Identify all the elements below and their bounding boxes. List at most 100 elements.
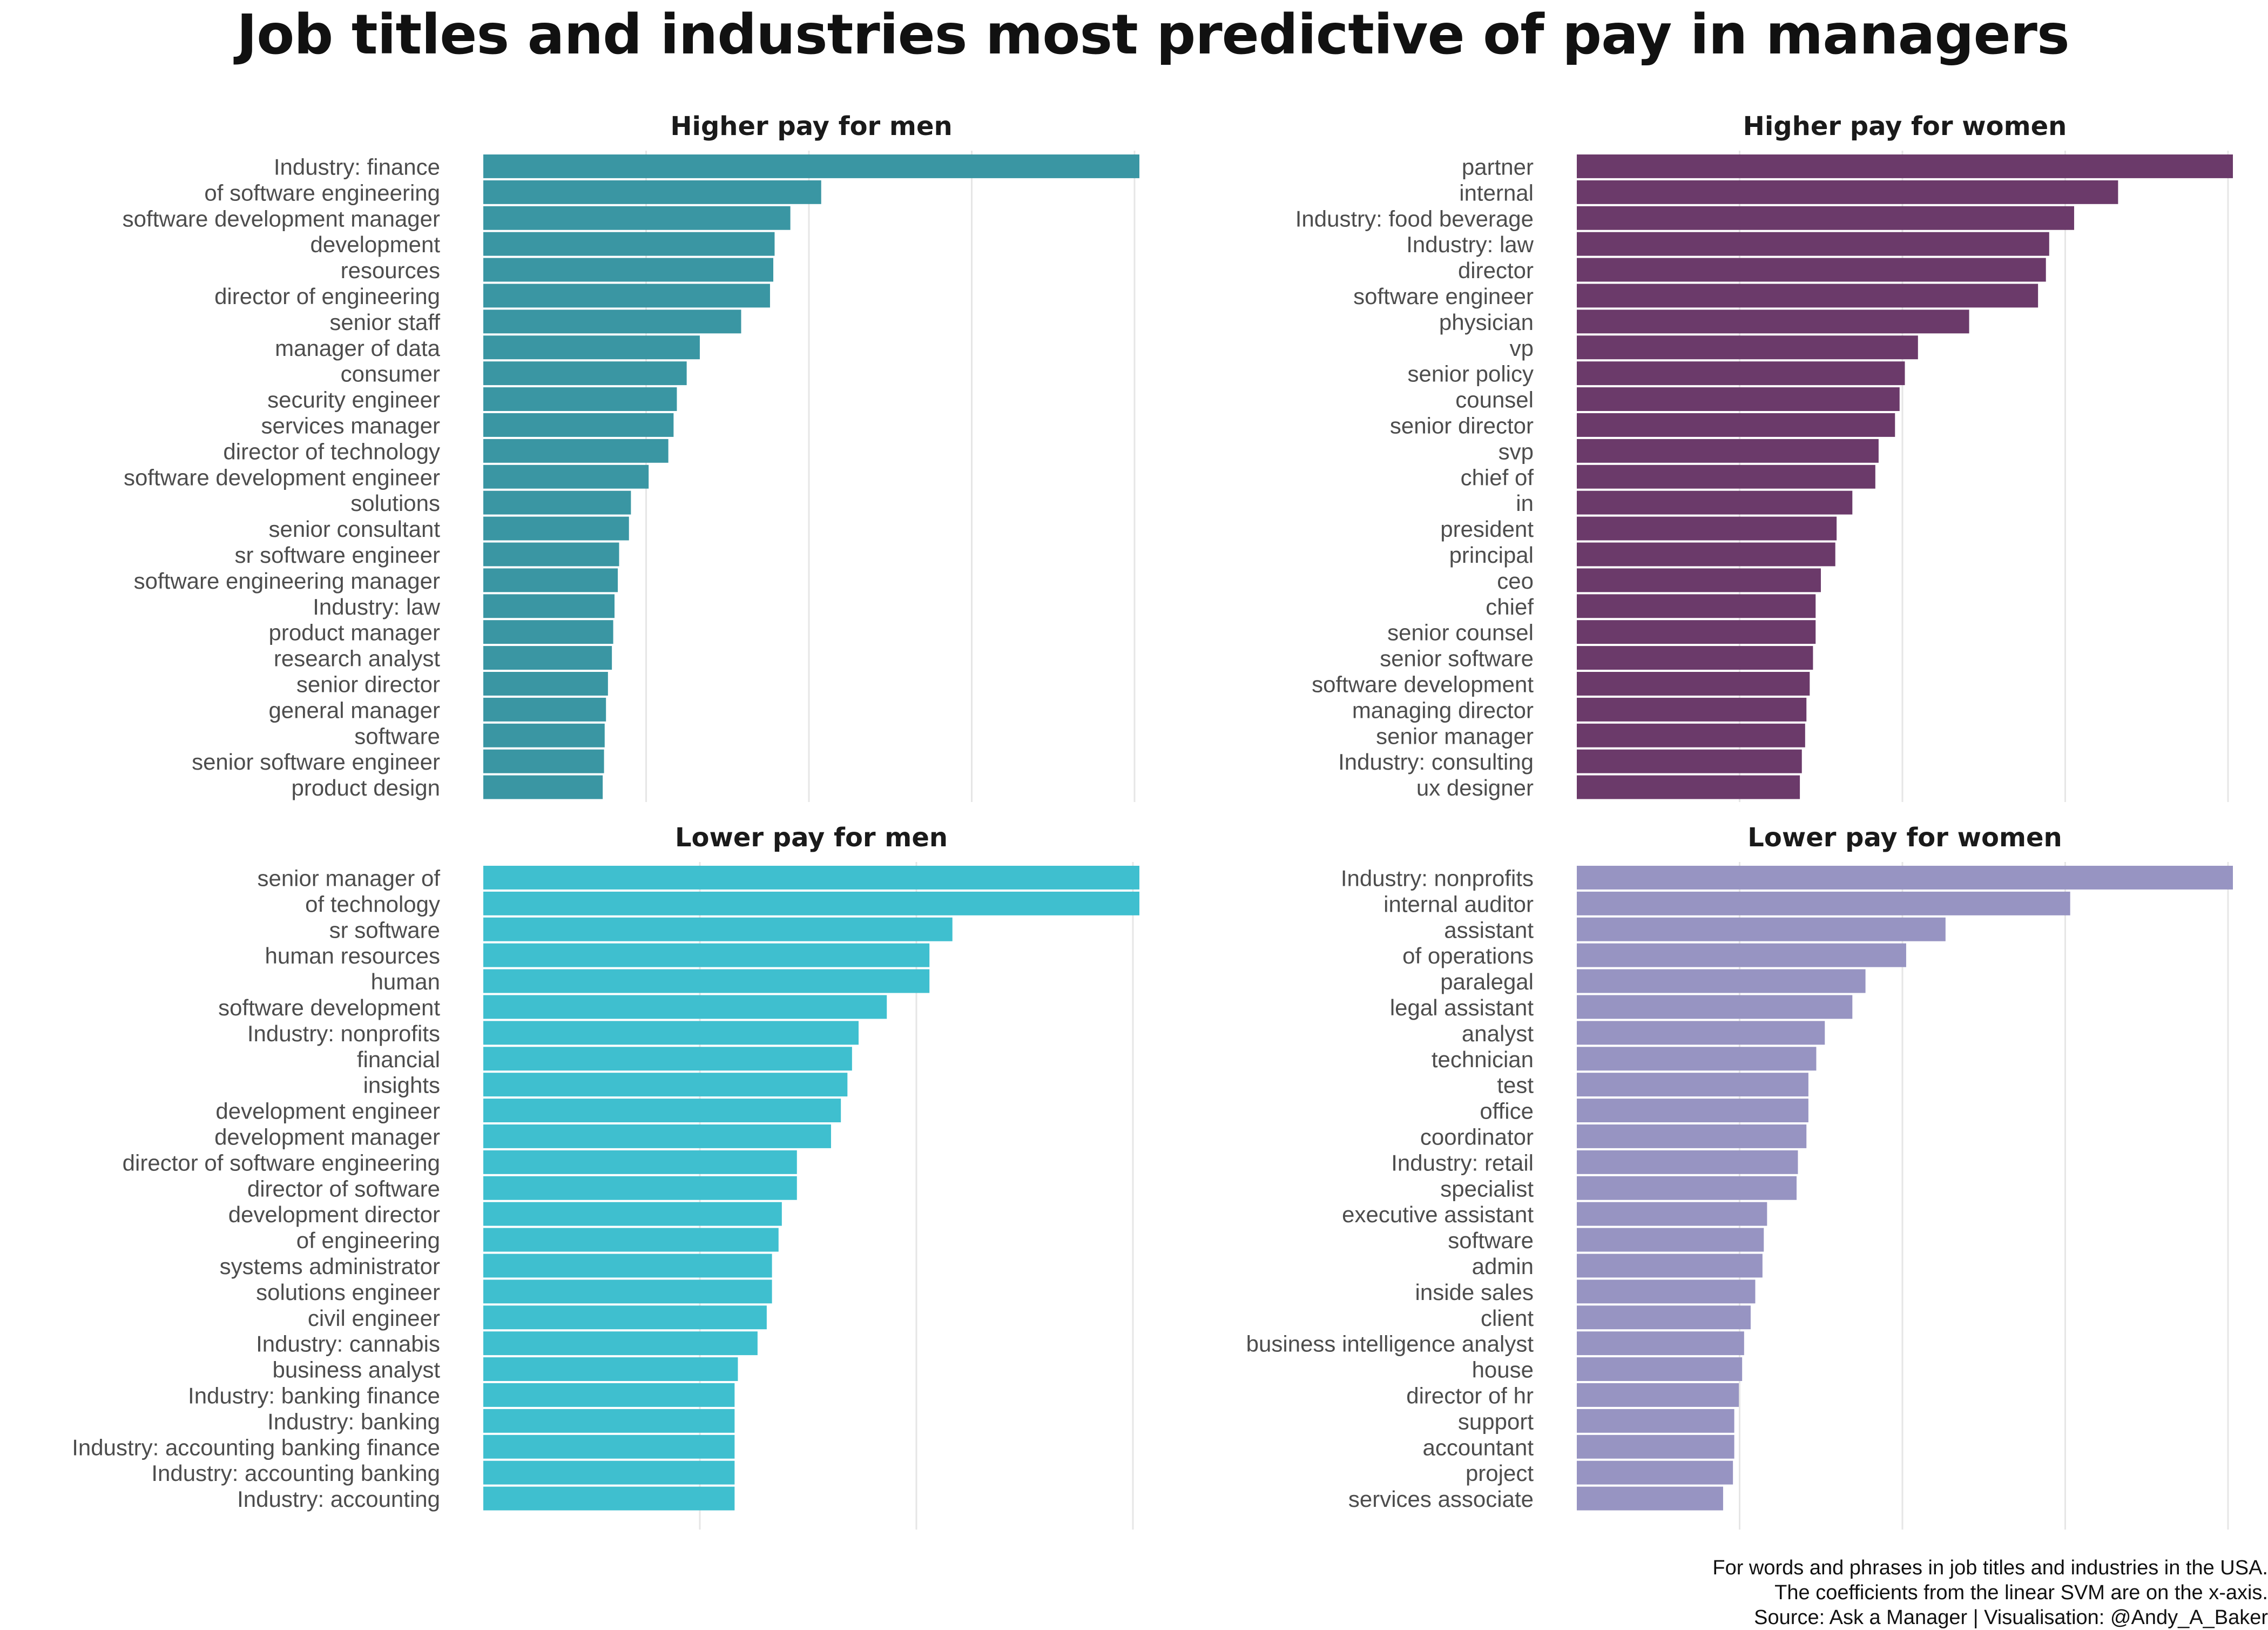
category-label: svp (1498, 439, 1534, 464)
category-label: software development (218, 995, 440, 1020)
category-label: director of technology (223, 439, 440, 464)
bar-of-operations (1577, 943, 1906, 967)
category-label: legal assistant (1390, 995, 1534, 1020)
bar-business-intelligence-analyst (1577, 1331, 1744, 1356)
bar-product-design (483, 775, 603, 799)
bar-development (483, 232, 775, 256)
bar-development-manager (483, 1124, 831, 1148)
bar-coordinator (1577, 1124, 1807, 1148)
category-label: of engineering (296, 1228, 440, 1253)
bar-industry-law (1577, 232, 2049, 256)
bar-senior-manager (1577, 723, 1805, 747)
bar-vp (1577, 335, 1918, 360)
bar-senior-staff (483, 309, 741, 334)
caption-line: For words and phrases in job titles and … (1712, 1557, 2268, 1579)
bar-solutions-engineer (483, 1279, 772, 1304)
category-label: senior staff (329, 309, 440, 335)
bar-software-development (483, 995, 887, 1019)
bar-president (1577, 516, 1837, 541)
panel-title: Lower pay for men (675, 823, 948, 853)
category-label: software (354, 723, 440, 749)
bar-ux-designer (1577, 775, 1800, 799)
category-label: Industry: law (313, 594, 440, 619)
bar-project (1577, 1460, 1733, 1485)
bar-sr-software-engineer (483, 542, 619, 567)
bar-software (483, 723, 605, 747)
category-label: Industry: accounting (237, 1486, 440, 1512)
category-label: Industry: food beverage (1295, 206, 1534, 231)
category-label: admin (1472, 1254, 1534, 1279)
category-label: project (1466, 1460, 1534, 1486)
category-label: president (1440, 516, 1534, 542)
category-label: coordinator (1420, 1124, 1534, 1149)
bar-of-software-engineering (483, 180, 821, 204)
category-label: partner (1462, 154, 1534, 179)
category-label: human resources (265, 943, 441, 968)
category-label: Industry: law (1406, 232, 1534, 257)
category-label: consumer (341, 361, 440, 387)
category-label: Industry: accounting banking finance (72, 1434, 440, 1460)
bar-security-engineer (483, 387, 677, 411)
bar-software-engineer (1577, 284, 2039, 308)
bar-general-manager (483, 697, 606, 722)
category-label: senior policy (1408, 361, 1534, 387)
bar-business-analyst (483, 1357, 738, 1381)
category-label: senior director (296, 671, 440, 697)
bar-industry-law (483, 594, 615, 618)
bar-director-of-software (483, 1176, 797, 1200)
bar-office (1577, 1099, 1808, 1122)
category-label: senior director (1390, 413, 1534, 438)
category-label: sr software engineer (234, 542, 440, 568)
bar-senior-director (483, 672, 608, 696)
category-label: development manager (214, 1124, 440, 1149)
bar-development-director (483, 1202, 782, 1226)
category-label: managing director (1352, 697, 1534, 723)
bar-manager-of-data (483, 335, 700, 360)
category-label: assistant (1444, 917, 1534, 942)
category-label: technician (1432, 1047, 1534, 1072)
category-label: services associate (1348, 1486, 1534, 1512)
chart-title: Job titles and industries most predictiv… (237, 3, 2069, 67)
bar-software-development-manager (483, 206, 791, 230)
bar-systems-administrator (483, 1254, 772, 1278)
category-label: civil engineer (308, 1305, 440, 1331)
category-label: systems administrator (220, 1254, 440, 1279)
category-label: product manager (268, 620, 440, 645)
category-label: senior manager (1376, 723, 1534, 749)
bar-senior-director (1577, 413, 1895, 437)
category-label: director (1458, 258, 1534, 283)
bar-industry-nonprofits (483, 1021, 859, 1045)
bar-of-engineering (483, 1228, 779, 1252)
bar-chief-of (1577, 464, 1875, 489)
bar-paralegal (1577, 969, 1866, 993)
bar-executive-assistant (1577, 1202, 1767, 1226)
category-label: Industry: cannabis (256, 1331, 440, 1357)
panel-title: Higher pay for men (670, 111, 952, 142)
category-label: chief of (1461, 464, 1534, 490)
category-label: director of software (247, 1176, 440, 1201)
bar-in (1577, 490, 1853, 515)
category-label: Industry: nonprofits (1341, 865, 1534, 891)
bar-support (1577, 1409, 1734, 1433)
bar-services-manager (483, 413, 674, 437)
bar-specialist (1577, 1176, 1797, 1200)
bar-industry-banking (483, 1409, 735, 1433)
category-label: senior consultant (268, 516, 440, 542)
category-label: of software engineering (204, 180, 440, 205)
category-label: physician (1439, 309, 1534, 335)
category-label: human (371, 969, 440, 994)
bar-software-engineering-manager (483, 568, 618, 592)
category-label: chief (1486, 594, 1534, 619)
category-label: senior software (1380, 646, 1534, 671)
category-label: research analyst (274, 646, 440, 671)
bar-assistant (1577, 917, 1946, 941)
bar-industry-retail (1577, 1150, 1798, 1174)
bar-development-engineer (483, 1099, 841, 1122)
category-label: services manager (261, 413, 440, 438)
panel-title: Lower pay for women (1747, 823, 2062, 853)
category-label: internal auditor (1383, 891, 1534, 917)
category-label: office (1480, 1099, 1534, 1124)
bar-partner (1577, 154, 2233, 178)
bar-inside-sales (1577, 1279, 1756, 1304)
